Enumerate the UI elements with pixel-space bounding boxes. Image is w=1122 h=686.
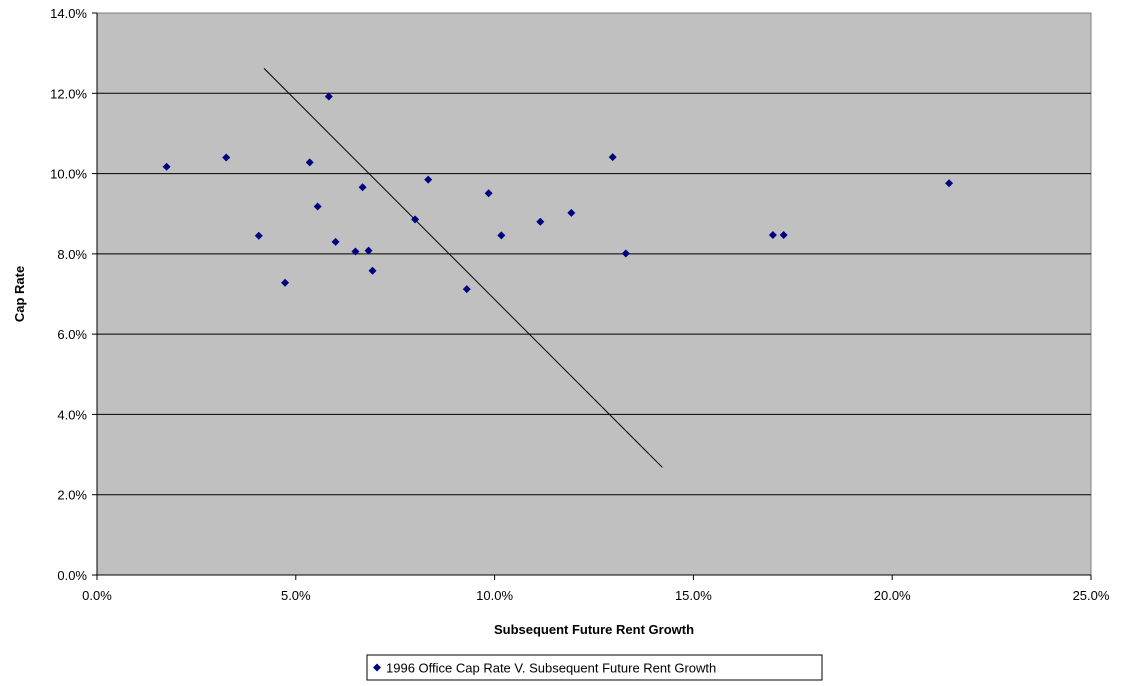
- data-point: [779, 230, 788, 239]
- x-tick-label: 25.0%: [1073, 588, 1110, 603]
- data-point: [331, 237, 340, 246]
- axes: [92, 12, 1092, 580]
- y-tick-label: 8.0%: [57, 247, 87, 262]
- trendline: [263, 68, 663, 468]
- grid-lines: [97, 92, 1091, 496]
- y-tick-label: 6.0%: [57, 327, 87, 342]
- y-tick-labels: 0.0% 2.0% 4.0% 6.0% 8.0% 10.0% 12.0% 14.0%: [50, 6, 87, 583]
- y-tick-label: 2.0%: [57, 488, 87, 503]
- legend: 1996 Office Cap Rate V. Subsequent Futur…: [366, 654, 823, 681]
- y-tick-label: 10.0%: [50, 167, 87, 182]
- data-point: [567, 208, 576, 217]
- data-point: [424, 175, 433, 184]
- data-point: [162, 162, 171, 171]
- y-tick-label: 0.0%: [57, 568, 87, 583]
- data-point: [281, 278, 290, 287]
- data-point: [411, 215, 420, 224]
- y-axis-title: Cap Rate: [12, 266, 27, 322]
- data-point: [462, 285, 471, 294]
- legend-box: [366, 654, 823, 681]
- data-point: [364, 246, 373, 255]
- data-point: [768, 230, 777, 239]
- data-point: [945, 179, 954, 188]
- data-point: [254, 231, 263, 240]
- data-point: [484, 189, 493, 198]
- y-tick-label: 14.0%: [50, 6, 87, 21]
- x-tick-label: 0.0%: [82, 588, 112, 603]
- x-tick-label: 10.0%: [476, 588, 513, 603]
- legend-label: 1996 Office Cap Rate V. Subsequent Futur…: [386, 661, 716, 676]
- data-point: [305, 158, 314, 167]
- data-point: [358, 183, 367, 192]
- x-tick-label: 15.0%: [675, 588, 712, 603]
- x-tick-label: 20.0%: [874, 588, 911, 603]
- legend-diamond-marker-icon: [373, 663, 381, 672]
- x-tick-labels: 0.0% 5.0% 10.0% 15.0% 20.0% 25.0%: [82, 588, 1110, 603]
- data-point: [536, 217, 545, 226]
- y-tick-label: 4.0%: [57, 407, 87, 422]
- data-point: [222, 153, 231, 162]
- data-point: [621, 249, 630, 258]
- data-points: [162, 92, 954, 294]
- data-point: [368, 266, 377, 275]
- data-point: [313, 202, 322, 211]
- data-point: [608, 153, 617, 162]
- x-tick-label: 5.0%: [281, 588, 311, 603]
- data-point: [351, 247, 360, 256]
- x-axis-title: Subsequent Future Rent Growth: [494, 622, 694, 637]
- data-point: [324, 92, 333, 101]
- plot-area: [96, 12, 1092, 576]
- y-tick-label: 12.0%: [50, 86, 87, 101]
- trendline-layer: [263, 68, 663, 468]
- data-point: [497, 231, 506, 240]
